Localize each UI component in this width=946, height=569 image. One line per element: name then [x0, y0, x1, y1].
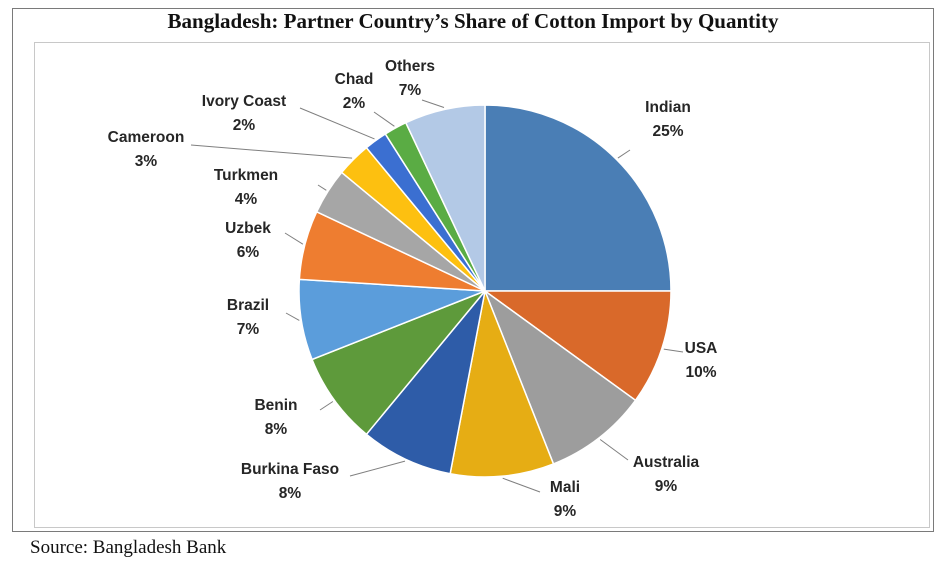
slice-label-name: Brazil — [227, 297, 269, 314]
pie-slice-burkina-faso — [365, 290, 486, 475]
slice-label-name: USA — [685, 340, 718, 357]
slice-label-name: Mali — [550, 479, 580, 496]
slice-label-value: 3% — [135, 153, 158, 170]
leader-line — [317, 184, 327, 191]
leader-line — [599, 439, 629, 461]
slice-label-value: 2% — [233, 117, 256, 134]
leader-line — [663, 348, 684, 353]
slice-label-name: Indian — [645, 99, 691, 116]
slice-label-name: Uzbek — [225, 220, 271, 237]
slice-label-value: 9% — [554, 503, 577, 520]
leader-line — [285, 312, 300, 321]
slice-label-value: 4% — [235, 191, 258, 208]
slice-label-name: Chad — [335, 71, 374, 88]
slice-label-name: Burkina Faso — [241, 461, 339, 478]
slice-label-name: Others — [385, 58, 435, 75]
leader-line — [349, 460, 406, 477]
leader-line — [617, 149, 631, 159]
slice-label-value: 6% — [237, 244, 260, 261]
slice-label-value: 8% — [265, 421, 288, 438]
leader-line — [319, 401, 334, 411]
pie-slice-australia — [483, 288, 637, 465]
pie-slice-indian — [484, 104, 672, 292]
leader-line — [373, 111, 395, 127]
slice-label-name: Ivory Coast — [202, 93, 286, 110]
leader-line — [502, 477, 541, 493]
slice-label-name: Cameroon — [108, 129, 185, 146]
pie-slice-usa — [482, 290, 672, 402]
pie-slice-mali — [449, 288, 555, 478]
chart-title: Bangladesh: Partner Country’s Share of C… — [167, 9, 779, 33]
slice-label-value: 8% — [279, 485, 302, 502]
leader-line — [284, 232, 304, 245]
source-note: Source: Bangladesh Bank — [30, 537, 227, 558]
slice-label-name: Benin — [254, 397, 297, 414]
leader-line — [421, 99, 445, 108]
leader-line — [299, 107, 375, 140]
slice-label-value: 2% — [343, 95, 366, 112]
slice-label-value: 7% — [237, 321, 260, 338]
slice-label-name: Australia — [633, 454, 700, 471]
slice-label-value: 9% — [655, 478, 678, 495]
slice-label-value: 25% — [652, 123, 683, 140]
slice-label-value: 7% — [399, 82, 422, 99]
leader-line — [190, 144, 353, 159]
slice-label-name: Turkmen — [214, 167, 278, 184]
slice-label-value: 10% — [685, 364, 716, 381]
pie-slice-benin — [311, 290, 486, 436]
pie-slice-others — [404, 104, 486, 292]
